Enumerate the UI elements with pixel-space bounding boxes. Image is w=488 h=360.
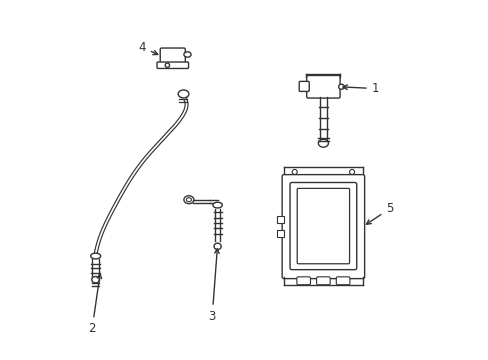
FancyBboxPatch shape	[160, 48, 185, 64]
Text: 4: 4	[138, 41, 158, 55]
FancyBboxPatch shape	[336, 277, 349, 285]
Ellipse shape	[212, 202, 222, 208]
Ellipse shape	[338, 84, 344, 89]
Ellipse shape	[178, 90, 188, 98]
Text: 1: 1	[342, 82, 378, 95]
Bar	[277, 230, 284, 237]
FancyBboxPatch shape	[316, 277, 329, 285]
Circle shape	[165, 63, 169, 67]
Ellipse shape	[186, 198, 191, 202]
Ellipse shape	[183, 196, 194, 204]
Circle shape	[292, 170, 297, 175]
Ellipse shape	[183, 52, 191, 57]
Text: 2: 2	[88, 274, 102, 335]
Bar	[277, 216, 284, 223]
Text: 3: 3	[208, 249, 219, 323]
Ellipse shape	[214, 243, 221, 249]
FancyBboxPatch shape	[289, 183, 356, 270]
Ellipse shape	[90, 253, 101, 259]
FancyBboxPatch shape	[296, 277, 310, 285]
FancyBboxPatch shape	[282, 175, 364, 279]
FancyBboxPatch shape	[306, 76, 339, 98]
FancyBboxPatch shape	[299, 81, 308, 91]
Ellipse shape	[318, 139, 328, 147]
Ellipse shape	[92, 276, 100, 283]
FancyBboxPatch shape	[157, 62, 188, 68]
Circle shape	[349, 170, 354, 175]
Text: 5: 5	[366, 202, 393, 224]
FancyBboxPatch shape	[297, 188, 349, 264]
